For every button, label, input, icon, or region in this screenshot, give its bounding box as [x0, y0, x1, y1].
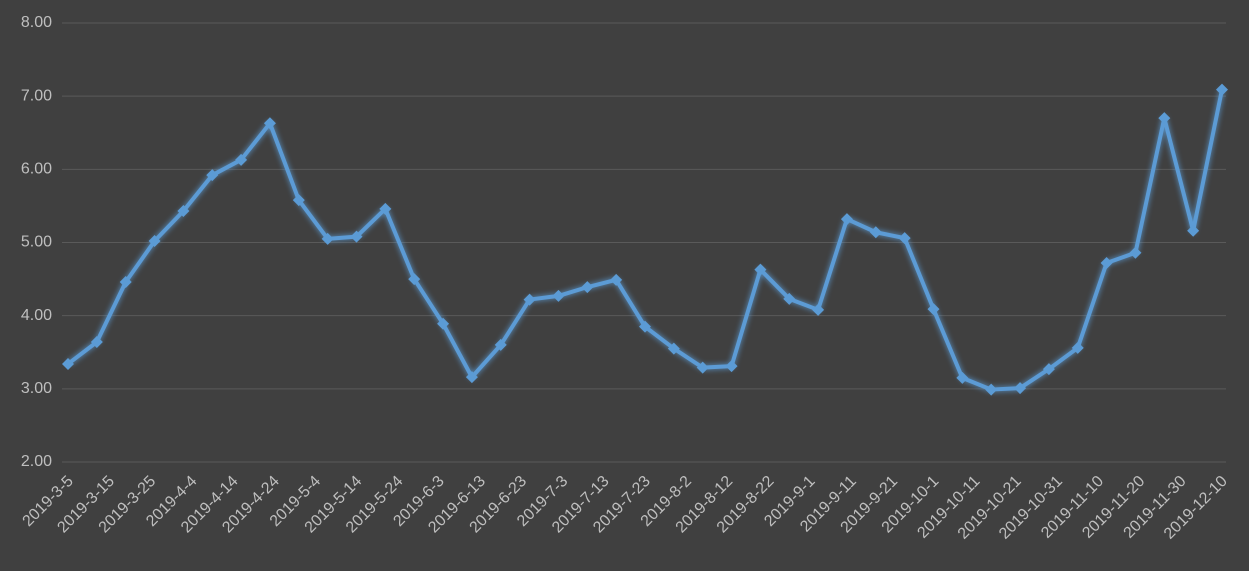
marker [840, 213, 853, 226]
marker [725, 360, 738, 373]
marker [235, 153, 248, 166]
marker [869, 226, 882, 239]
y-tick-label: 8.00 [21, 14, 52, 31]
marker [523, 293, 536, 306]
marker [898, 232, 911, 245]
marker [581, 281, 594, 294]
y-tick-label: 2.00 [21, 453, 52, 470]
marker [783, 292, 796, 305]
marker [956, 371, 969, 384]
marker [754, 263, 767, 276]
y-tick-label: 6.00 [21, 161, 52, 178]
marker [552, 289, 565, 302]
marker [1071, 341, 1084, 354]
marker [321, 232, 334, 245]
marker [927, 303, 940, 316]
y-tick-label: 4.00 [21, 307, 52, 324]
marker [610, 273, 623, 286]
marker [696, 361, 709, 374]
marker [90, 336, 103, 349]
marker [437, 317, 450, 330]
marker [812, 303, 825, 316]
marker [350, 230, 363, 243]
marker [177, 205, 190, 218]
marker [1042, 363, 1055, 376]
marker [639, 320, 651, 333]
marker [494, 338, 507, 351]
marker [1014, 382, 1027, 395]
marker [148, 235, 161, 248]
marker [119, 276, 132, 289]
y-tick-label: 3.00 [21, 380, 52, 397]
marker [263, 117, 276, 130]
marker [465, 371, 478, 384]
marker [1100, 256, 1113, 269]
marker [379, 202, 392, 215]
marker [62, 357, 74, 370]
marker [1216, 83, 1228, 96]
marker [985, 383, 998, 396]
marker [1129, 246, 1142, 259]
marker [408, 273, 421, 286]
marker [1187, 224, 1200, 237]
y-tick-label: 7.00 [21, 87, 52, 104]
marker [667, 342, 680, 355]
marker [292, 194, 305, 207]
marker [206, 169, 219, 182]
marker [1158, 112, 1171, 125]
y-tick-label: 5.00 [21, 234, 52, 251]
